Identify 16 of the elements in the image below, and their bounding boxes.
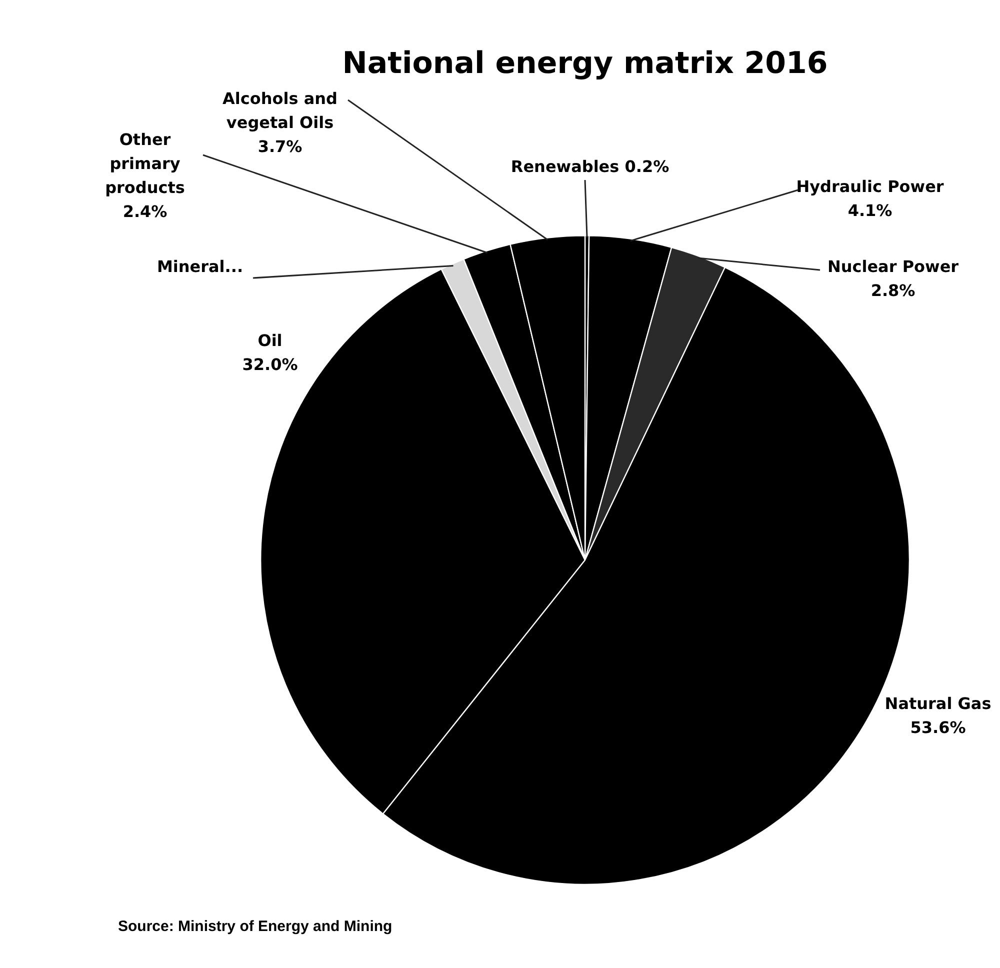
slice-label: Mineral... — [156, 257, 244, 276]
data-label: 53.6% — [910, 718, 966, 738]
slice-label: Hydraulic Power — [796, 177, 944, 196]
slice-label: Alcohols and vegetal Oils — [222, 89, 338, 132]
data-label: 32.0% — [242, 355, 298, 374]
slice-label: Natural Gas — [884, 694, 992, 714]
data-label: 2.4% — [122, 202, 168, 222]
chart-title: National energy matrix 2016 — [342, 46, 828, 81]
slice-label: Oil — [258, 331, 282, 350]
data-label: 4.1% — [848, 201, 892, 220]
data-label: 2.8% — [870, 281, 916, 300]
data-label: 3.7% — [258, 137, 302, 156]
slice-label: Nuclear Power — [827, 257, 959, 276]
source-note: Source: Ministry of Energy and Mining — [118, 918, 394, 935]
slice-label: Renewables 0.2% — [510, 157, 670, 176]
slice-label: Other primary products — [105, 130, 185, 198]
